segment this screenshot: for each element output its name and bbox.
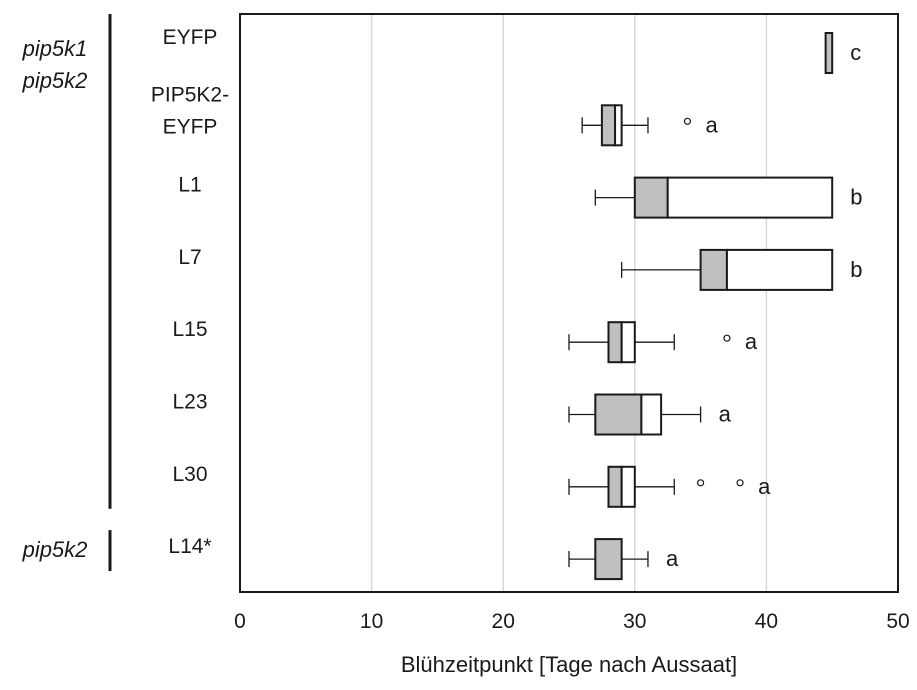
significance-letter-5: a [719,402,732,427]
x-axis-title: Blühzeitpunkt [Tage nach Aussaat] [401,652,737,677]
plot-area [239,13,899,593]
category-label-1-1: EYFP [163,115,218,138]
box-lower-6 [607,465,623,508]
box-upper-5 [640,393,663,436]
box-lower-4 [607,321,623,364]
box-upper-0 [824,32,834,74]
x-tick-label-3: 30 [623,610,646,633]
box-lower-1 [600,104,617,147]
box-lower-5 [594,393,643,436]
significance-letter-1: a [705,112,718,137]
outlier-6-0 [696,479,705,487]
group-label-0-1: pip5k2 [22,68,88,93]
box-6: a [568,465,771,508]
significance-letter-6: a [758,474,771,499]
box-0: c [824,32,861,74]
box-upper-1 [614,104,623,147]
x-tick-label-2: 20 [492,610,515,633]
box-4: a [568,321,758,364]
category-label-7-0: L14* [168,535,211,558]
x-tick-label-1: 10 [360,610,383,633]
box-7: a [568,538,679,581]
x-tick-label-0: 0 [234,610,246,633]
outlier-1-0 [683,117,692,125]
category-label-5-0: L23 [172,391,207,414]
grid-lines [370,14,768,592]
box-lower-7 [594,538,623,581]
box-lower-2 [633,176,669,219]
category-label-0-0: EYFP [163,26,218,49]
group-label-1-0: pip5k2 [22,537,88,562]
significance-letter-3: b [850,257,862,282]
box-upper-3 [725,248,834,291]
box-series: c a b b a a a a [568,32,862,581]
category-label-4-0: L15 [172,318,207,341]
box-lower-3 [699,248,728,291]
x-tick-label-4: 40 [755,610,778,633]
group-label-0-0: pip5k1 [22,36,88,61]
category-labels: EYFP PIP5K2- EYFP L1 L7 L15 L23 L30 L14* [151,26,229,558]
x-axis-ticks: 0 10 20 30 40 50 [234,610,910,633]
category-label-1-0: PIP5K2- [151,83,229,106]
box-upper-2 [666,176,834,219]
x-tick-label-5: 50 [886,610,909,633]
box-3: b [620,248,862,291]
significance-letter-0: c [850,40,861,65]
box-upper-4 [620,321,636,364]
box-2: b [594,176,862,219]
box-5: a [568,393,732,436]
box-upper-6 [620,465,636,508]
outlier-4-0 [723,334,731,342]
category-label-3-0: L7 [178,246,201,269]
significance-letter-2: b [850,185,862,210]
box-1: a [581,104,718,147]
significance-letter-4: a [745,329,758,354]
outlier-6-1 [736,479,744,487]
category-label-2-0: L1 [178,174,201,197]
category-label-6-0: L30 [172,463,207,486]
group-labels: pip5k1 pip5k2 pip5k2 [22,14,112,572]
significance-letter-7: a [666,546,679,571]
